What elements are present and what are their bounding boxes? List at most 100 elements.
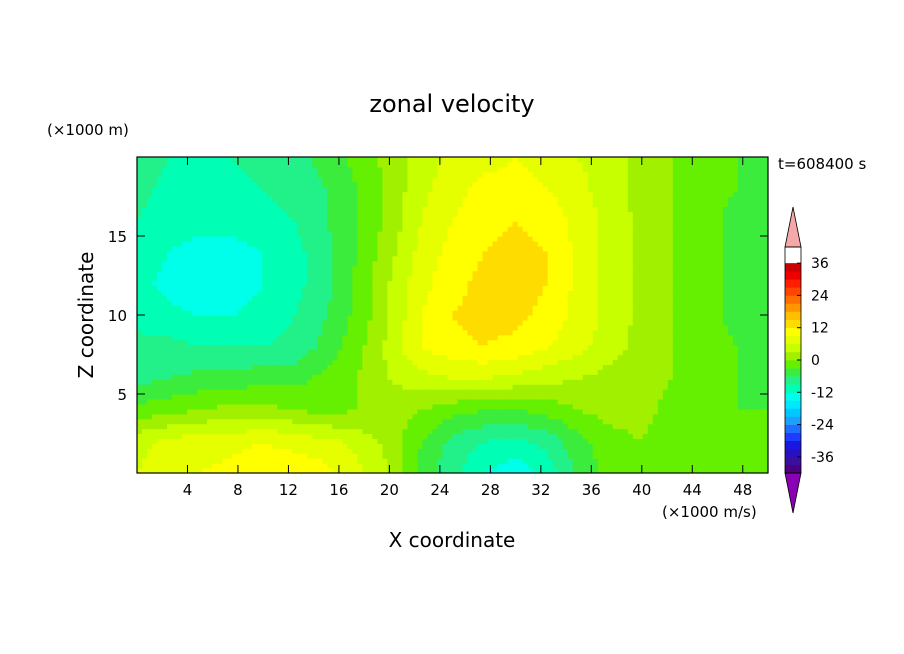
field-cell: [462, 443, 469, 449]
field-cell: [367, 453, 373, 459]
field-cell: [512, 349, 519, 356]
field-cell: [162, 319, 168, 326]
field-cell: [532, 280, 539, 286]
field-cell: [147, 379, 153, 385]
field-cell: [567, 310, 574, 316]
field-cell: [302, 394, 308, 400]
field-cell: [317, 453, 323, 459]
field-cell: [402, 349, 409, 356]
field-cell: [262, 310, 268, 316]
field-cell: [307, 310, 313, 316]
field-cell: [357, 374, 363, 380]
field-cell: [297, 319, 303, 326]
field-cell: [397, 374, 404, 380]
field-cell: [417, 448, 424, 454]
field-cell: [462, 290, 469, 296]
field-cell: [587, 354, 594, 361]
field-cell: [142, 423, 148, 430]
field-cell: [267, 295, 273, 301]
field-cell: [162, 458, 168, 464]
field-cell: [267, 453, 273, 459]
field-cell: [582, 315, 589, 321]
field-cell: [232, 275, 238, 282]
field-cell: [647, 418, 654, 425]
field-cell: [572, 403, 579, 410]
field-cell: [367, 334, 373, 341]
field-cell: [232, 438, 238, 444]
field-cell: [537, 305, 544, 311]
field-cell: [452, 443, 459, 449]
field-cell: [332, 443, 338, 449]
field-cell: [557, 423, 564, 430]
field-cell: [322, 324, 328, 331]
field-cell: [377, 344, 383, 351]
field-cell: [187, 319, 193, 326]
field-cell: [507, 295, 514, 301]
field-cell: [207, 285, 213, 291]
field-cell: [567, 398, 574, 405]
field-cell: [382, 344, 388, 351]
field-cell: [632, 418, 639, 425]
field-cell: [747, 354, 754, 361]
field-cell: [272, 295, 278, 301]
field-cell: [392, 310, 399, 316]
field-cell: [322, 280, 328, 286]
field-cell: [147, 354, 153, 361]
field-cell: [602, 329, 609, 336]
field-cell: [692, 403, 699, 410]
field-cell: [742, 394, 749, 400]
field-cell: [502, 280, 509, 286]
field-cell: [422, 379, 429, 385]
field-cell: [642, 315, 649, 321]
field-cell: [707, 310, 714, 316]
field-cell: [257, 359, 263, 365]
field-cell: [412, 315, 419, 321]
field-cell: [262, 349, 268, 356]
field-cell: [497, 319, 504, 326]
field-cell: [547, 290, 554, 296]
field-cell: [657, 349, 664, 356]
field-cell: [482, 438, 489, 444]
field-cell: [277, 463, 283, 469]
field-cell: [152, 275, 158, 282]
field-cell: [672, 334, 679, 341]
field-cell: [522, 295, 529, 301]
field-cell: [417, 374, 424, 380]
field-cell: [697, 448, 704, 454]
field-cell: [367, 290, 373, 296]
field-cell: [367, 428, 373, 435]
field-cell: [147, 275, 153, 282]
field-cell: [307, 324, 313, 331]
field-cell: [467, 339, 474, 346]
field-cell: [567, 349, 574, 356]
field-cell: [242, 339, 248, 346]
field-cell: [652, 379, 659, 385]
field-cell: [472, 443, 479, 449]
field-cell: [532, 369, 539, 375]
field-cell: [637, 369, 644, 375]
field-cell: [192, 408, 198, 415]
field-cell: [257, 285, 263, 291]
field-cell: [332, 448, 338, 454]
field-cell: [237, 423, 243, 430]
field-cell: [432, 418, 439, 425]
field-cell: [187, 354, 193, 361]
field-cell: [217, 398, 223, 405]
field-cell: [167, 295, 173, 301]
field-cell: [267, 408, 273, 415]
field-cell: [587, 369, 594, 375]
field-cell: [467, 285, 474, 291]
field-cell: [632, 305, 639, 311]
field-cell: [412, 339, 419, 346]
field-cell: [472, 463, 479, 469]
field-cell: [182, 463, 188, 469]
field-cell: [437, 413, 444, 420]
field-cell: [377, 443, 383, 449]
field-cell: [547, 408, 554, 415]
field-cell: [142, 453, 148, 459]
field-cell: [547, 354, 554, 361]
field-cell: [242, 428, 248, 435]
field-cell: [757, 433, 764, 440]
field-cell: [332, 403, 338, 410]
field-cell: [407, 394, 414, 400]
